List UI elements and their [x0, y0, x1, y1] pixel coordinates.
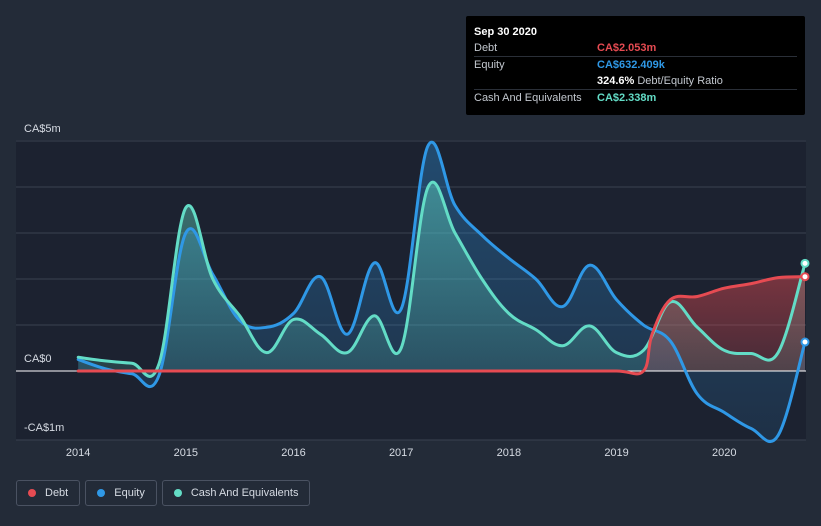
chart-legend: Debt Equity Cash And Equivalents	[16, 480, 311, 506]
cash-area	[78, 182, 805, 377]
legend-label-equity: Equity	[114, 487, 145, 499]
x-tick-label: 2015	[174, 447, 198, 459]
y-tick-label: CA$0	[24, 353, 52, 365]
x-tick-label: 2019	[604, 447, 628, 459]
tooltip-cash-value: CA$2.338m	[597, 92, 657, 104]
x-tick-label: 2016	[281, 447, 305, 459]
x-tick-label: 2020	[712, 447, 736, 459]
legend-label-cash: Cash And Equivalents	[190, 487, 299, 499]
tooltip-date: Sep 30 2020	[474, 26, 537, 38]
x-tick-label: 2014	[66, 447, 90, 459]
series-lines	[76, 140, 807, 443]
series-areas	[78, 142, 805, 442]
series-endpoints	[800, 258, 810, 347]
tooltip-equity-label: Equity	[474, 59, 505, 71]
tooltip-debt-row: Debt CA$2.053m	[474, 40, 797, 57]
cash-line	[76, 180, 807, 378]
tooltip-ratio-label: Debt/Equity Ratio	[637, 75, 723, 87]
y-axis-labels: CA$5m CA$0 -CA$1m	[24, 123, 64, 434]
cash-endpoint	[800, 258, 810, 268]
equity-dot-icon	[97, 489, 106, 497]
tooltip-equity-value: CA$632.409k	[597, 59, 665, 71]
debt-line	[76, 275, 807, 376]
legend-item-debt[interactable]: Debt	[16, 480, 81, 506]
tooltip-cash-label: Cash And Equivalents	[474, 92, 582, 104]
x-tick-label: 2017	[389, 447, 413, 459]
legend-item-equity[interactable]: Equity	[85, 480, 157, 506]
equity-line	[76, 140, 807, 443]
x-axis-labels: 2014 2015 2016 2017 2018 2019 2020	[66, 447, 737, 459]
tooltip-debt-label: Debt	[474, 42, 498, 54]
tooltip-ratio-row: 324.6% Debt/Equity Ratio	[474, 73, 797, 90]
tooltip-ratio-value: 324.6%	[597, 75, 635, 87]
y-tick-label: CA$5m	[24, 123, 61, 135]
debt-endpoint	[800, 272, 810, 282]
y-tick-label: -CA$1m	[24, 422, 64, 434]
tooltip-equity-row: Equity CA$632.409k	[474, 57, 797, 73]
debt-dot-icon	[28, 489, 36, 497]
tooltip-debt-value: CA$2.053m	[597, 42, 657, 54]
tooltip-cash-row: Cash And Equivalents CA$2.338m	[474, 90, 797, 106]
data-tooltip: Sep 30 2020 Debt CA$2.053m Equity CA$632…	[466, 16, 805, 115]
cash-dot-icon	[173, 489, 182, 497]
x-tick-label: 2018	[497, 447, 521, 459]
legend-label-debt: Debt	[45, 487, 69, 499]
debt-area	[78, 276, 805, 374]
legend-item-cash[interactable]: Cash And Equivalents	[161, 480, 311, 506]
equity-endpoint	[800, 337, 810, 347]
